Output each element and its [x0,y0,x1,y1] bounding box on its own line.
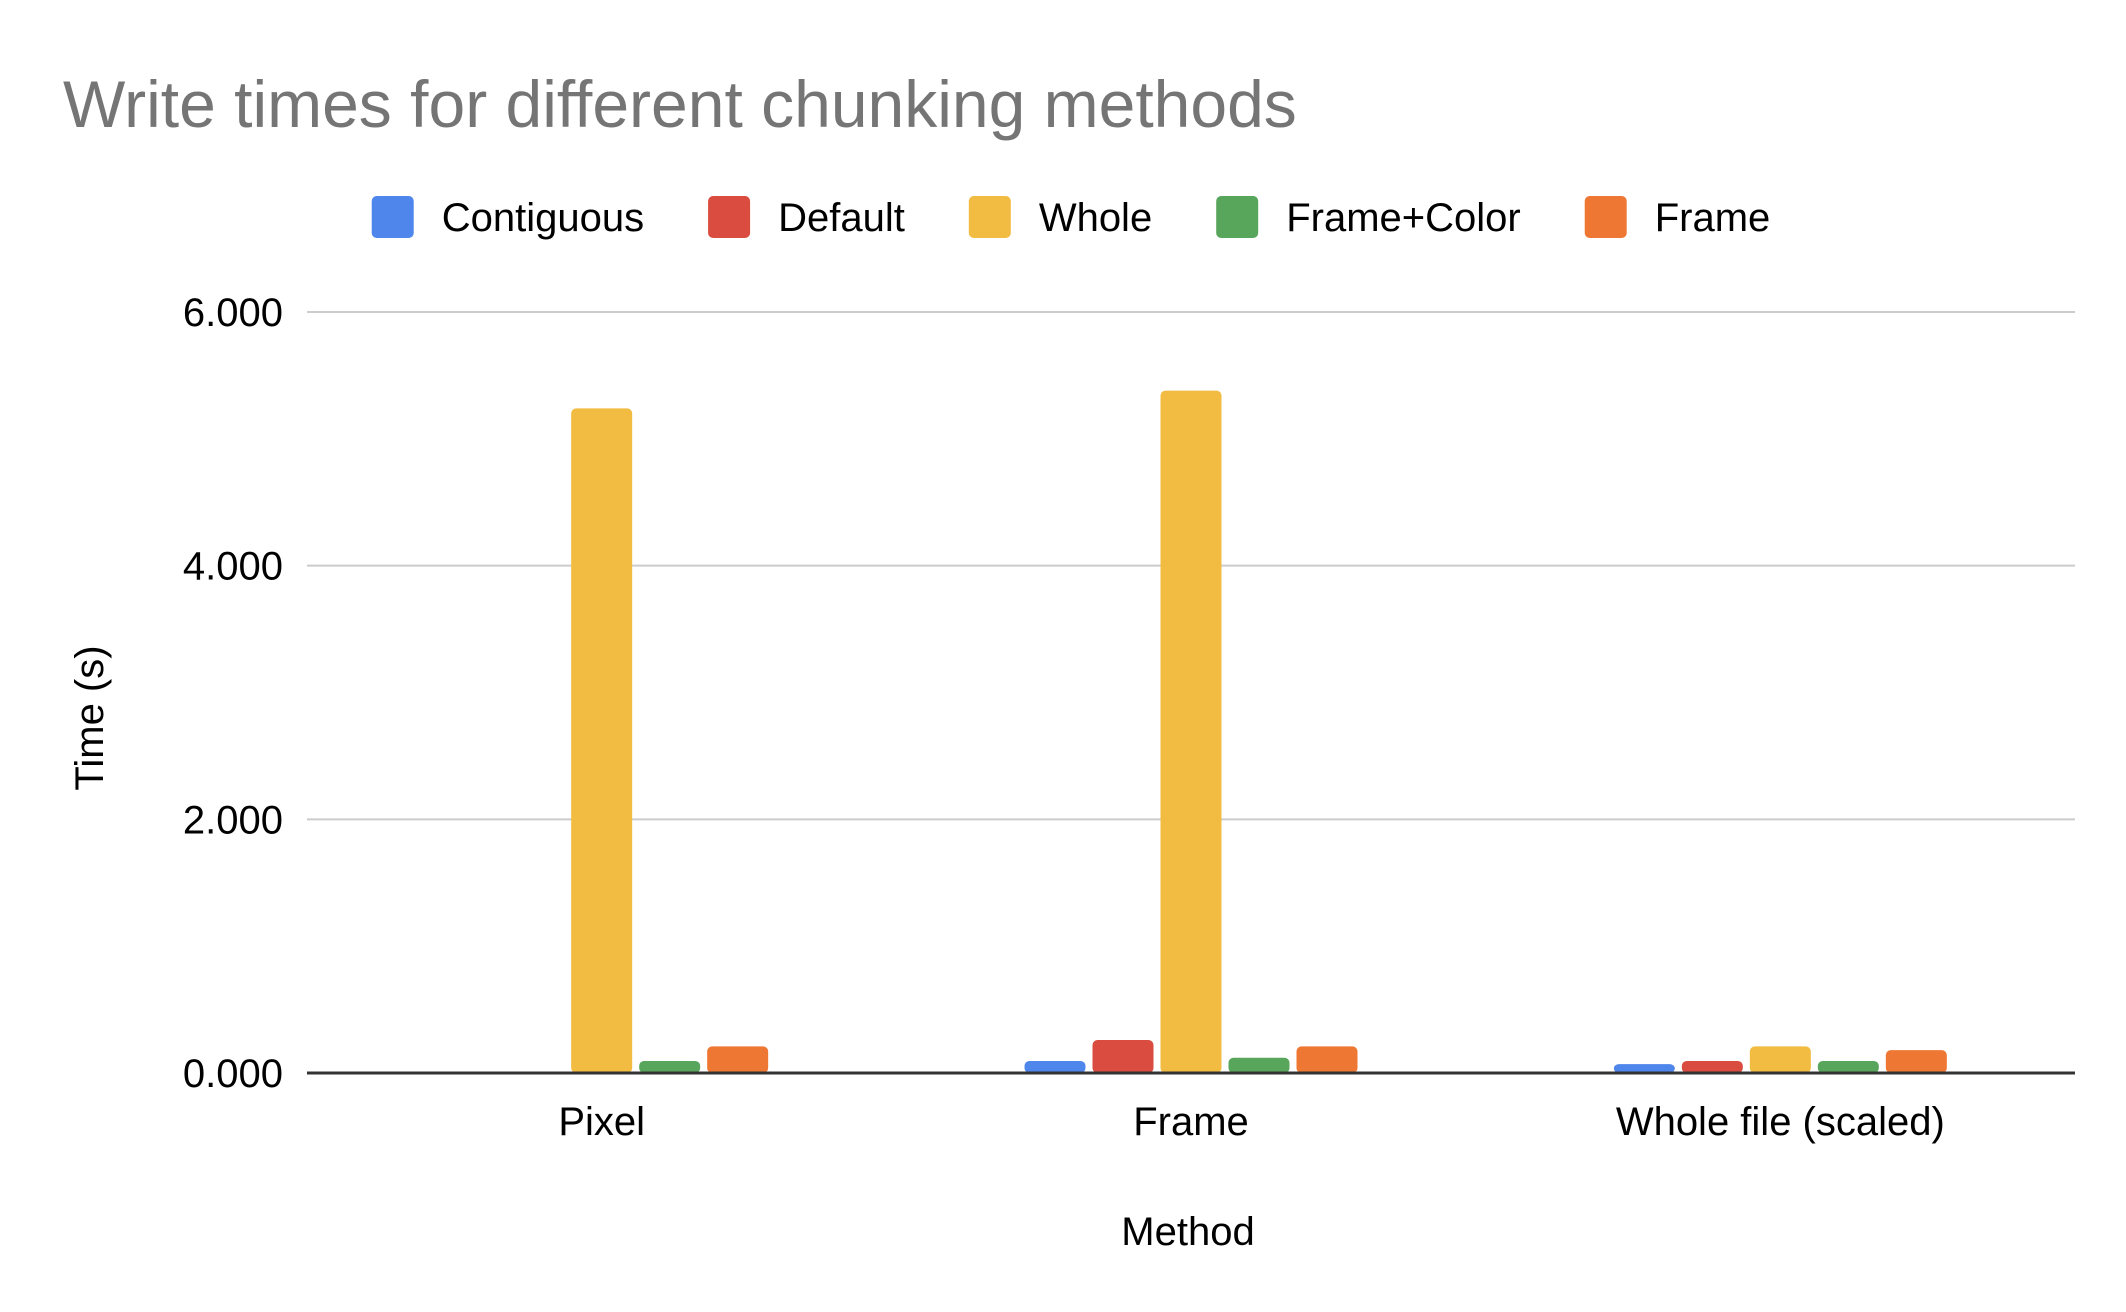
y-axis-ticks: 0.000 2.000 4.000 6.000 [183,291,283,1096]
legend-label: Contiguous [442,196,644,240]
y-tick-label: 0.000 [183,1052,283,1096]
bar-frame-color-whole-file-scaled- [1817,1060,1879,1073]
x-axis-ticks: Pixel Frame Whole file (scaled) [558,1100,1945,1144]
legend-swatch [371,196,414,238]
legend-swatch [1216,196,1259,238]
legend-label: Frame [1655,196,1771,240]
bar-frame-whole-file-scaled- [1885,1050,1947,1073]
bar-frame-pixel [707,1046,769,1073]
x-axis-title: Method [1121,1210,1254,1254]
bar-whole-whole-file-scaled- [1749,1046,1811,1073]
x-tick-label: Frame [1133,1100,1249,1144]
bar-whole-pixel [571,408,633,1074]
chart-title: Write times for different chunking metho… [63,67,1297,141]
bar-default-whole-file-scaled- [1681,1060,1743,1073]
bar-frame-frame [1296,1046,1358,1073]
legend-label: Whole [1039,196,1152,240]
bar-default-frame [1092,1040,1154,1073]
legend-swatch [708,196,751,238]
x-tick-label: Pixel [558,1100,645,1144]
y-tick-label: 6.000 [183,291,283,335]
legend-label: Frame+Color [1286,196,1521,240]
y-tick-label: 2.000 [183,798,283,842]
bar-contiguous-frame [1024,1060,1086,1073]
x-tick-label: Whole file (scaled) [1616,1100,1945,1144]
y-tick-label: 4.000 [183,545,283,589]
bar-whole-frame [1160,390,1222,1073]
bar-frame-color-frame [1228,1057,1290,1073]
bar-frame-color-pixel [639,1060,701,1073]
legend-swatch [968,196,1011,238]
legend-label: Default [778,196,905,240]
bars [571,390,1947,1074]
bar-contiguous-whole-file-scaled- [1613,1064,1675,1073]
y-axis-title: Time (s) [68,645,112,790]
legend: Contiguous Default Whole Frame+Color Frame [371,196,1771,240]
legend-swatch [1584,196,1627,238]
